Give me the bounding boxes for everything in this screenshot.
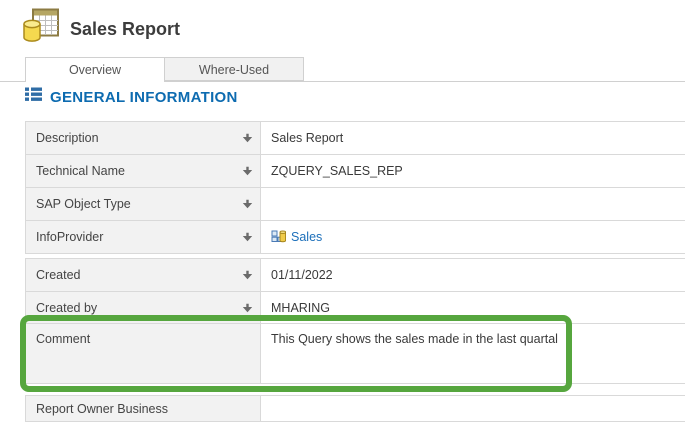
field-label-cell: Description [26,122,261,154]
field-label-cell: Created by [26,292,261,323]
field-label-cell: InfoProvider [26,221,261,253]
field-label-cell: Report Owner Business [26,396,261,421]
field-label: Technical Name [36,164,125,178]
field-value: Sales Report [261,122,685,154]
field-value: 01/11/2022 [261,259,685,291]
field-value: MHARING [261,292,685,323]
table-row-created: Created 01/11/2022 [26,259,685,292]
field-value: ZQUERY_SALES_REP [261,155,685,187]
field-label-cell: Comment [26,324,261,383]
table-row-technical-name: Technical Name ZQUERY_SALES_REP [26,155,685,188]
field-value-infoprovider: Sales [261,221,685,253]
field-label: Description [36,131,99,145]
field-label-cell: Technical Name [26,155,261,187]
field-value [261,188,685,220]
field-label: Comment [36,332,91,346]
field-label: Created by [36,300,98,315]
field-value [261,396,685,421]
owner-info-table: Report Owner Business [25,395,685,422]
table-row-infoprovider: InfoProvider Sales [26,221,685,254]
field-label: Created [36,268,81,282]
field-label: SAP Object Type [36,197,131,211]
table-row-report-owner-business: Report Owner Business [26,396,685,422]
tab-overview[interactable]: Overview [25,57,165,82]
pin-down-arrow-icon[interactable] [242,270,253,280]
table-row-created-by: Created by MHARING [26,292,685,324]
field-label: Report Owner Business [36,401,169,416]
created-info-table: Created 01/11/2022 Created by MHARING Co… [25,258,685,384]
infoprovider-link[interactable]: Sales [291,230,323,244]
general-info-table: Description Sales Report Technical Name … [25,121,685,254]
page-header: Sales Report [22,8,180,50]
pin-down-arrow-icon[interactable] [242,166,253,176]
pin-down-arrow-icon[interactable] [242,133,253,143]
table-row-description: Description Sales Report [26,122,685,155]
list-icon [25,87,42,107]
table-row-sap-object-type: SAP Object Type [26,188,685,221]
pin-down-arrow-icon[interactable] [242,303,253,313]
field-value-comment: This Query shows the sales made in the l… [261,324,685,383]
section-header: GENERAL INFORMATION [25,87,238,107]
infoprovider-cube-icon [271,229,287,246]
field-label: InfoProvider [36,230,104,244]
query-database-icon [22,8,60,50]
page-title: Sales Report [70,18,181,39]
pin-down-arrow-icon[interactable] [242,199,253,209]
section-title: GENERAL INFORMATION [50,88,238,106]
tab-where-used[interactable]: Where-Used [164,57,304,81]
pin-down-arrow-icon[interactable] [242,232,253,242]
field-label-cell: SAP Object Type [26,188,261,220]
table-row-comment: Comment This Query shows the sales made … [26,324,685,384]
field-label-cell: Created [26,259,261,291]
tabbar-divider [0,81,685,82]
